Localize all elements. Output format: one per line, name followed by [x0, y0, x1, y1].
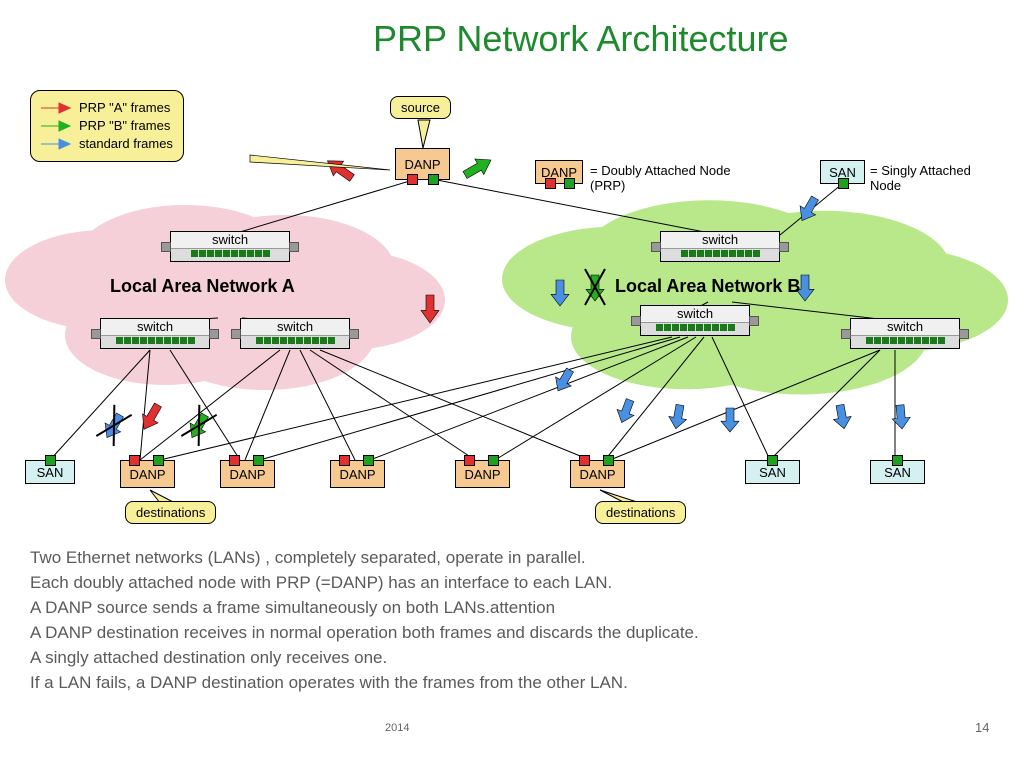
- description-block: Two Ethernet networks (LANs) , completel…: [30, 545, 990, 695]
- node-danp_src: DANP: [395, 148, 450, 180]
- node-bottom-6: SAN: [745, 460, 800, 484]
- lan-b-label: Local Area Network B: [615, 276, 800, 297]
- switch-B-top: switch: [660, 231, 780, 262]
- def-san: = Singly Attached Node: [870, 163, 990, 193]
- node-bottom-5: DANP: [570, 460, 625, 488]
- legend-item-b: PRP "B" frames: [79, 117, 173, 135]
- page-number: 14: [975, 720, 989, 735]
- callout-dest-left: destinations: [125, 501, 216, 524]
- page-title: PRP Network Architecture: [373, 18, 789, 60]
- def-danp: = Doubly Attached Node (PRP): [590, 163, 750, 193]
- node-bottom-0: SAN: [25, 460, 75, 484]
- legend-item-a: PRP "A" frames: [79, 99, 173, 117]
- switch-A-top: switch: [170, 231, 290, 262]
- switch-A-bl: switch: [100, 318, 210, 349]
- callout-source: source: [390, 96, 451, 119]
- switch-B-br: switch: [850, 318, 960, 349]
- node-bottom-7: SAN: [870, 460, 925, 484]
- node-bottom-4: DANP: [455, 460, 510, 488]
- legend-arrow-blue: [41, 139, 70, 149]
- callout-dest-right: destinations: [595, 501, 686, 524]
- legend-item-std: standard frames: [79, 135, 173, 153]
- lan-a-label: Local Area Network A: [110, 276, 295, 297]
- node-bottom-3: DANP: [330, 460, 385, 488]
- node-danp_def: DANP: [535, 160, 583, 184]
- node-bottom-1: DANP: [120, 460, 175, 488]
- switch-A-br: switch: [240, 318, 350, 349]
- switch-B-bl: switch: [640, 305, 750, 336]
- legend-arrow-green: [41, 121, 70, 131]
- node-san_def: SAN: [820, 160, 865, 184]
- legend-box: PRP "A" frames PRP "B" frames standard f…: [30, 90, 184, 162]
- node-bottom-2: DANP: [220, 460, 275, 488]
- legend-arrow-red: [41, 103, 70, 113]
- footer-year: 2014: [385, 722, 409, 734]
